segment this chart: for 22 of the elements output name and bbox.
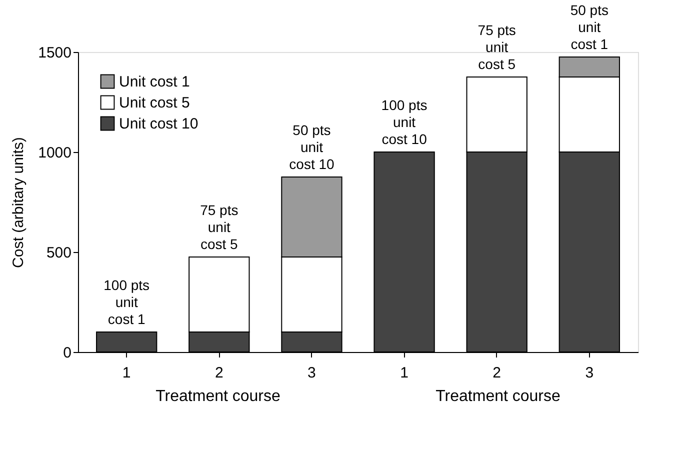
legend-label: Unit cost 1 <box>119 74 190 90</box>
y-axis-title: Cost (arbitary units) <box>10 137 28 268</box>
text: 100 pts unit cost 1 <box>104 277 150 327</box>
y-tick-label: 0 <box>63 344 72 362</box>
text: 50 pts unit cost 1 <box>570 2 608 52</box>
text: 50 pts unit cost 10 <box>289 122 334 172</box>
x-tick-label: 1 <box>122 364 131 382</box>
x-axis-title: Treatment course <box>156 388 280 405</box>
legend-label: Unit cost 5 <box>119 94 190 112</box>
legend-label: Unit cost 10 <box>119 116 198 132</box>
y-tick-label: 1000 <box>38 144 72 162</box>
y-tick-label: 500 <box>46 244 72 262</box>
x-tick-label: 3 <box>585 364 594 382</box>
x-tick-label: 2 <box>214 364 224 382</box>
text: Treatment course <box>436 388 560 405</box>
text: 75 pts unit cost 5 <box>200 202 238 252</box>
x-tick-label: 2 <box>492 364 502 382</box>
x-tick-label: 3 <box>308 364 316 382</box>
text: 75 pts unit cost 5 <box>478 22 516 72</box>
text: 100 pts unit cost 10 <box>381 97 428 147</box>
x-tick-label: 1 <box>400 364 408 382</box>
y-tick-label: 1500 <box>38 44 72 62</box>
